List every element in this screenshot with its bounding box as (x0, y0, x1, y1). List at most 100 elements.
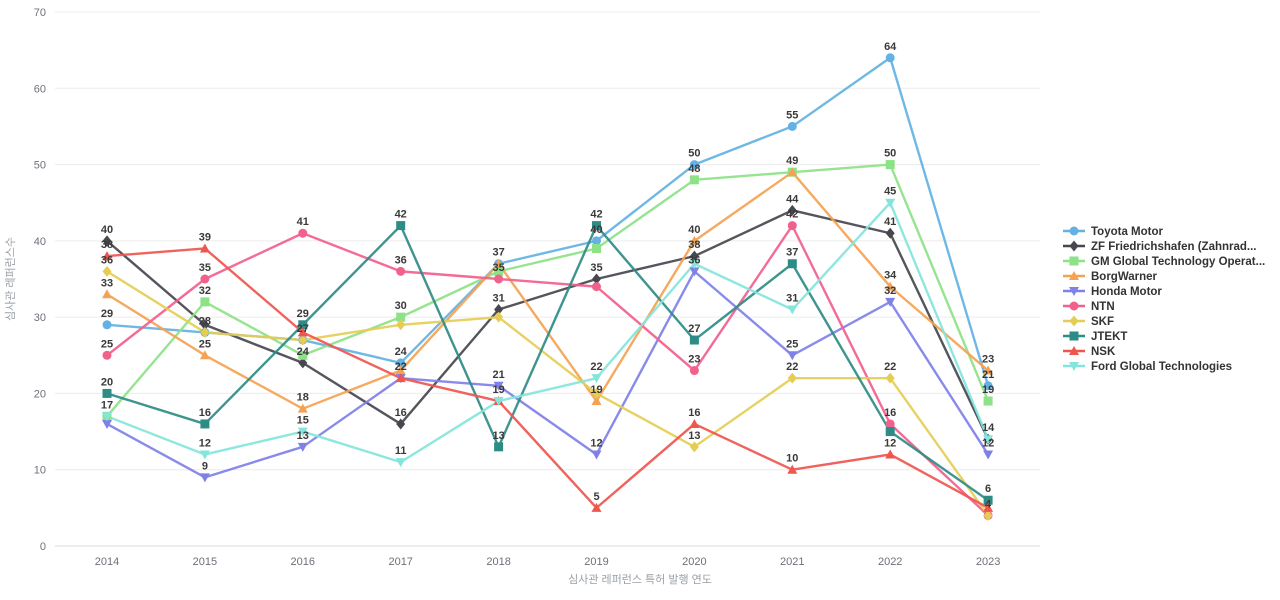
marker-gm-global-technology-operat-2018 (494, 266, 504, 276)
value-label-jtekt-2015: 16 (199, 407, 211, 419)
value-label-nsk-2021: 10 (786, 453, 798, 465)
marker-toyota-motor-2014 (102, 320, 112, 330)
value-label-jtekt-2020: 27 (688, 323, 700, 335)
marker-nsk-2015 (199, 243, 210, 253)
legend-icon-gm-global-technology-operat (1069, 256, 1079, 266)
marker-skf-2015 (200, 326, 210, 338)
series-line-ford-global-technologies (105, 201, 990, 464)
marker-honda-motor-2018 (493, 381, 504, 391)
legend-item-jtekt[interactable]: JTEKT (1063, 331, 1127, 343)
y-axis-title: 심사관 레퍼런스수 (4, 237, 17, 321)
legend-label-gm-global-technology-operat: GM Global Technology Operat... (1091, 256, 1265, 268)
marker-nsk-2017 (395, 373, 406, 383)
value-label-zf-friedrichshafen-zahnrad-2018: 31 (492, 293, 504, 305)
legend-item-toyota-motor[interactable]: Toyota Motor (1063, 226, 1163, 238)
value-label-honda-motor-2016: 13 (297, 430, 309, 442)
value-label-borgwarner-2016: 18 (297, 392, 309, 404)
value-label-zf-friedrichshafen-zahnrad-2021: 44 (786, 193, 799, 205)
legend-icon-borgwarner (1069, 271, 1079, 280)
legend-icon-skf (1069, 315, 1079, 327)
legend-item-zf-friedrichshafen-zahnrad[interactable]: ZF Friedrichshafen (Zahnrad... (1063, 240, 1257, 254)
marker-ford-global-technologies-2016 (297, 427, 308, 437)
marker-borgwarner-2016 (297, 403, 308, 413)
marker-gm-global-technology-operat-2016 (298, 350, 308, 360)
value-label-ford-global-technologies-2016: 15 (297, 415, 309, 427)
value-label-gm-global-technology-operat-2015: 32 (199, 285, 211, 297)
value-label-ford-global-technologies-2021: 31 (786, 293, 798, 305)
legend-item-nsk[interactable]: NSK (1063, 346, 1116, 358)
value-label-jtekt-2019: 42 (590, 209, 602, 221)
value-label-honda-motor-2021: 25 (786, 338, 798, 350)
legend-item-ford-global-technologies[interactable]: Ford Global Technologies (1063, 361, 1232, 373)
y-tick-label-50: 50 (34, 160, 46, 172)
legend-icon-nsk (1069, 346, 1079, 355)
value-label-borgwarner-2023: 23 (982, 354, 994, 366)
value-label-toyota-motor-2014: 29 (101, 308, 113, 320)
marker-jtekt-2019 (592, 221, 601, 231)
legend-label-skf: SKF (1091, 316, 1114, 328)
value-label-zf-friedrichshafen-zahnrad-2022: 41 (884, 216, 896, 228)
marker-skf-2021 (787, 372, 797, 384)
marker-nsk-2016 (297, 327, 308, 337)
marker-jtekt-2018 (494, 442, 504, 452)
marker-toyota-motor-2021 (787, 121, 797, 131)
marker-ntn-2022 (885, 419, 895, 429)
y-tick-label-60: 60 (34, 83, 46, 95)
marker-nsk-2020 (689, 418, 700, 428)
legend-label-jtekt: JTEKT (1091, 331, 1127, 343)
value-label-skf-2020: 13 (688, 430, 700, 442)
marker-skf-2022 (885, 372, 895, 384)
marker-nsk-2022 (885, 449, 896, 459)
marker-ntn-2017 (396, 266, 406, 276)
marker-ntn-2014 (102, 350, 112, 360)
value-label-ford-global-technologies-2017: 11 (395, 445, 407, 457)
marker-zf-friedrichshafen-zahnrad-2019 (592, 273, 601, 285)
series-line-honda-motor (105, 270, 990, 479)
legend-item-skf[interactable]: SKF (1063, 315, 1114, 329)
value-label-gm-global-technology-operat-2021: 49 (786, 155, 798, 167)
value-label-ntn-2023: 4 (985, 498, 992, 510)
marker-gm-global-technology-operat-2017 (396, 312, 406, 322)
marker-borgwarner-2021 (787, 167, 798, 177)
series-line-ntn (105, 224, 990, 517)
marker-toyota-motor-2022 (885, 53, 895, 63)
value-label-honda-motor-2020: 36 (688, 254, 700, 266)
value-label-toyota-motor-2020: 50 (688, 148, 700, 160)
value-label-toyota-motor-2015: 28 (199, 315, 211, 327)
value-label-gm-global-technology-operat-2014: 17 (101, 399, 113, 411)
value-label-jtekt-2018: 13 (492, 430, 504, 442)
legend-item-borgwarner[interactable]: BorgWarner (1063, 271, 1158, 283)
value-label-zf-friedrichshafen-zahnrad-2016: 24 (297, 346, 310, 358)
marker-skf-2014 (102, 265, 112, 277)
value-label-toyota-motor-2021: 55 (786, 109, 798, 121)
marker-ford-global-technologies-2022 (885, 198, 896, 208)
value-label-borgwarner-2015: 25 (199, 338, 211, 350)
y-tick-label-10: 10 (34, 465, 46, 477)
legend-item-ntn[interactable]: NTN (1063, 301, 1115, 313)
marker-jtekt-2021 (787, 259, 797, 269)
marker-honda-motor-2019 (591, 450, 602, 460)
value-label-jtekt-2023: 6 (985, 483, 991, 495)
value-label-ntn-2022: 16 (884, 407, 896, 419)
legend-item-gm-global-technology-operat[interactable]: GM Global Technology Operat... (1063, 256, 1265, 268)
legend-label-ntn: NTN (1091, 301, 1115, 313)
value-label-skf-2022: 22 (884, 361, 896, 373)
value-label-jtekt-2017: 42 (395, 209, 407, 221)
legend-item-honda-motor[interactable]: Honda Motor (1063, 286, 1162, 298)
value-label-zf-friedrichshafen-zahnrad-2023: 14 (982, 422, 995, 434)
value-label-gm-global-technology-operat-2022: 50 (884, 148, 896, 160)
marker-gm-global-technology-operat-2023 (983, 396, 993, 406)
marker-zf-friedrichshafen-zahnrad-2018 (494, 304, 504, 316)
value-label-skf-2014: 36 (101, 254, 113, 266)
value-label-jtekt-2016: 29 (297, 308, 309, 320)
value-label-gm-global-technology-operat-2020: 48 (688, 163, 700, 175)
value-label-toyota-motor-2019: 40 (590, 224, 602, 236)
value-label-ntn-2016: 41 (297, 216, 309, 228)
marker-zf-friedrichshafen-zahnrad-2020 (689, 250, 699, 262)
value-label-gm-global-technology-operat-2023: 19 (982, 384, 994, 396)
marker-skf-2018 (494, 311, 504, 323)
marker-borgwarner-2015 (199, 350, 210, 360)
legend-label-nsk: NSK (1091, 346, 1116, 358)
x-tick-label-2021: 2021 (780, 556, 804, 568)
